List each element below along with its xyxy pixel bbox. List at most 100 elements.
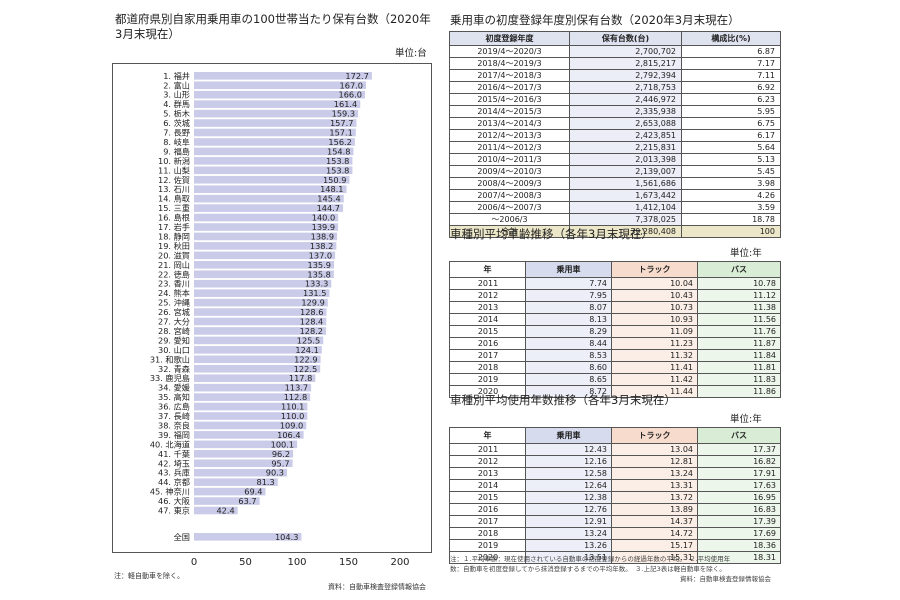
data-label: 135.9 [308,260,331,270]
table-row: 2018 13.24 14.72 17.69 [449,527,781,540]
table-cell: 2012/4～2013/3 [449,129,570,142]
table-cell: 11.42 [611,373,698,386]
bar [194,298,328,307]
category-label: 6. 茨城 [163,118,190,128]
table-cell: 2018 [449,527,526,540]
table-cell: 2017 [449,515,526,528]
table-row: 2019 13.26 15.17 18.36 [449,539,781,552]
table-cell: 11.83 [697,373,781,386]
table-cell: 18.36 [697,539,781,552]
table-cell: 7.17 [681,57,781,70]
bar [194,487,266,496]
table-cell: 2,718,753 [569,81,682,94]
bar [194,157,353,165]
table-row: 2011 7.74 10.04 10.78 [449,277,781,290]
bar [194,279,332,288]
category-label: 13. 石川 [158,184,190,194]
table-cell: 12.16 [525,455,612,468]
table-cell: 2020 [449,551,526,564]
table-cell: 2019/4～2020/3 [449,45,570,58]
table-cell: 8.07 [525,301,612,314]
data-label: 110.0 [281,411,304,421]
chart-source: 資料：自動車検査登録情報協会 [328,583,426,591]
table-cell: 6.87 [681,45,781,58]
table-cell: 11.32 [611,349,698,362]
table-row: 2013 12.58 13.24 17.91 [449,467,781,480]
category-label: 33. 鹿児島 [150,373,190,383]
data-label: 148.1 [320,184,343,194]
table-row: 2006/4～2007/3 1,412,104 3.59 [449,201,781,214]
bar [194,506,238,515]
category-label: 47. 東京 [158,506,190,516]
category-label: 32. 青森 [158,364,191,374]
data-label: 167.0 [340,80,363,90]
bar [194,251,336,260]
table-row: 2016/4～2017/3 2,718,753 6.92 [449,81,781,94]
category-label: 45. 神奈川 [150,487,190,497]
col-header: 構成比(%) [681,31,781,46]
footnote-line-1: 注：１.平均車齢：現在使用されている自動車の初度登録からの経過年数の平均。 ２.… [450,555,731,563]
table-cell: 17.91 [697,467,781,480]
category-label: 40. 北海道 [150,439,190,449]
table-row: 2007/4～2008/3 1,673,442 4.26 [449,189,781,202]
table-row: ～2006/3 7,378,025 18.78 [449,213,781,226]
category-label: 19. 秋田 [158,241,190,251]
category-label: 5. 栃木 [163,109,190,119]
table-cell: 100 [681,225,781,238]
bar [194,166,353,175]
data-label: 135.8 [307,269,330,279]
data-label: 159.3 [332,109,355,119]
table-cell: 2011/4～2012/3 [449,141,570,154]
table-cell: 6.17 [681,129,781,142]
table-cell: 2018 [449,361,526,374]
data-label: 137.0 [309,250,332,260]
col-header: 年 [449,427,526,444]
bar [194,336,324,345]
table-cell: 2008/4～2009/3 [449,177,570,190]
bar [194,223,339,231]
table-cell: 2006/4～2007/3 [449,201,570,214]
table-row: 2012 7.95 10.43 11.12 [449,289,781,302]
data-label: 124.1 [295,345,318,355]
table-cell: 2,653,088 [569,117,682,130]
data-label: 90.3 [266,468,284,478]
table-cell: 2015 [449,325,526,338]
table-cell: 2,215,831 [569,141,682,154]
table-row: 2011/4～2012/3 2,215,831 5.64 [449,141,781,154]
table-cell: 2015 [449,491,526,504]
bar [194,317,327,326]
table-cell: 13.04 [611,443,698,456]
table-cell: 13.72 [611,491,698,504]
table-row: 2008/4～2009/3 1,561,686 3.98 [449,177,781,190]
table-row: 2017 12.91 14.37 17.39 [449,515,781,528]
table-cell: 10.04 [611,277,698,290]
x-tick-label: 0 [190,557,198,568]
category-label: 7. 長野 [163,128,190,138]
data-label: 131.5 [303,288,326,298]
category-label: 21. 岡山 [158,260,190,270]
bar [194,72,372,80]
table-cell: 17.69 [697,527,781,540]
table-cell: 2011 [449,277,526,290]
category-label: 12. 佐賀 [158,175,190,185]
data-label: 112.8 [284,392,307,402]
bar [194,327,327,335]
table-cell: 1,412,104 [569,201,682,214]
national-bar [194,533,302,541]
category-label: 3. 山形 [163,90,190,100]
table-cell: 2014 [449,313,526,326]
category-label: 10. 新潟 [158,156,190,166]
category-label: 1. 福井 [163,71,190,81]
col-header: 乗用車 [525,261,612,278]
avg-life-unit: 単位:年 [730,414,762,425]
table-cell: 15.17 [611,539,698,552]
bar [194,147,354,156]
category-label: 39. 福岡 [158,430,190,440]
table-cell: 7.95 [525,289,612,302]
table-cell: 8.44 [525,337,612,350]
bar [194,138,355,146]
table-cell: 6.75 [681,117,781,130]
table-cell: 2,013,398 [569,153,682,166]
table-cell: 11.81 [697,361,781,374]
table-cell: ～2006/3 [449,213,570,226]
